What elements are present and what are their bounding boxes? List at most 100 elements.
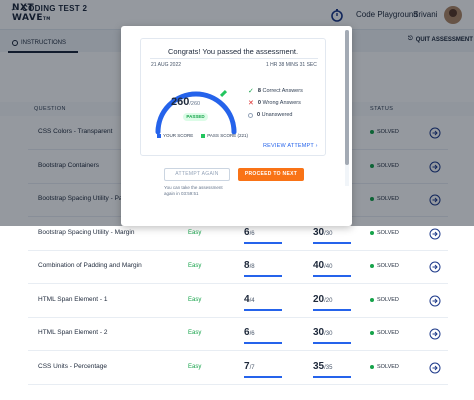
total-bar	[313, 275, 351, 277]
question-score: 7/7	[244, 356, 284, 378]
quit-assessment-button[interactable]: ⎋ QUIT ASSESSMENT	[408, 36, 473, 43]
question-name: HTML Span Element - 1	[38, 295, 108, 303]
column-status: STATUS	[370, 106, 394, 112]
total-bar	[313, 375, 351, 378]
status-badge: SOLVED	[370, 196, 399, 202]
arrow-right-circle-icon[interactable]	[429, 194, 441, 206]
check-icon: ✓	[248, 88, 254, 95]
correct-label: Correct Answers	[262, 88, 303, 94]
total-bar	[313, 241, 351, 244]
arrow-right-circle-icon[interactable]	[429, 261, 441, 273]
wrong-label: Wrong Answers	[262, 100, 301, 106]
status-dot-icon	[370, 364, 374, 369]
status-label: SOLVED	[377, 363, 399, 370]
total-max: /30	[324, 331, 333, 337]
correct-count: 8	[257, 88, 261, 94]
status-dot-icon	[370, 264, 374, 268]
table-row[interactable]: HTML Span Element - 1 Easy 4/4 20/20 SOLVED	[28, 285, 448, 318]
total-score: 30/30	[313, 322, 353, 344]
nxtwave-logo[interactable]: NXT WAVETM	[12, 3, 51, 27]
total-obtained: 40	[313, 260, 325, 271]
page-title: CODING TEST 2	[22, 4, 88, 13]
status-badge: SOLVED	[370, 364, 399, 370]
score-max: /8	[249, 264, 255, 270]
table-row[interactable]: Combination of Padding and Margin Easy 8/8…	[28, 251, 448, 284]
legend-your-score: YOUR SCORE	[157, 133, 193, 138]
arrow-right-circle-icon[interactable]	[429, 228, 441, 240]
gauge-fill	[155, 91, 237, 135]
modal-scrollbar-thumb[interactable]	[345, 30, 349, 165]
total-max: /20	[324, 297, 333, 304]
info-icon	[12, 40, 18, 46]
status-dot-icon	[370, 163, 374, 168]
status-badge: SOLVED	[370, 263, 399, 269]
chevron-right-icon: ›	[315, 143, 318, 149]
status-dot-icon	[370, 230, 374, 235]
total-max: /40	[324, 264, 333, 270]
pass-score-marker	[219, 89, 228, 98]
difficulty-label: Easy	[188, 296, 202, 303]
table-row[interactable]: CSS Units - Percentage Easy 7/7 35/35 SOLVED	[28, 352, 448, 385]
unanswered-count: 0	[257, 112, 261, 118]
arrow-right-circle-icon[interactable]	[429, 127, 441, 139]
code-playground-link[interactable]: Code Playground	[356, 10, 418, 19]
status-dot-icon	[370, 331, 374, 335]
cross-icon: ✕	[248, 100, 254, 107]
stat-wrong: ✕ 0 Wrong Answers	[248, 97, 303, 109]
column-question: QUESTION	[34, 106, 66, 112]
gauge-legend: YOUR SCORE PASS SCORE (221)	[157, 133, 248, 138]
tab-instructions-label: INSTRUCTIONS	[21, 40, 66, 46]
score-bar	[244, 308, 282, 311]
total-obtained: 20	[313, 293, 325, 305]
score-max: /6	[249, 331, 255, 337]
arrow-right-circle-icon[interactable]	[429, 328, 441, 340]
question-name: Bootstrap Spacing Utility - Margin	[38, 228, 135, 236]
status-badge: SOLVED	[370, 297, 399, 303]
attempt-date: 21 AUG 2022	[151, 62, 182, 68]
review-label: REVIEW ATTEMPT	[263, 143, 314, 149]
question-score: 4/4	[244, 289, 284, 311]
status-dot-icon	[370, 297, 374, 302]
proceed-to-next-button[interactable]: PROCEED TO NEXT	[238, 168, 304, 181]
total-obtained: 35	[313, 360, 325, 372]
total-score: 260/260	[171, 96, 200, 108]
back-button[interactable]: ← CODING TEST 2	[10, 4, 87, 13]
unanswered-label: Unanswered	[261, 112, 293, 118]
score-obtained: 6	[244, 226, 250, 238]
wrong-count: 0	[257, 100, 261, 106]
status-label: SOLVED	[377, 330, 399, 336]
score-obtained: 4	[244, 293, 250, 305]
table-row[interactable]: HTML Span Element - 2 Easy 6/6 30/30 SOLVED	[28, 318, 448, 351]
congrats-message: Congrats! You passed the assessment.	[167, 47, 299, 56]
result-card	[140, 38, 326, 156]
tab-instructions[interactable]: INSTRUCTIONS	[12, 40, 66, 46]
retake-line-1: You can take the assessment	[164, 185, 223, 190]
question-name: CSS Colors - Transparent	[38, 128, 113, 135]
arrow-right-circle-icon[interactable]	[429, 295, 441, 307]
question-name: HTML Span Element - 2	[38, 329, 108, 336]
score-bar	[244, 241, 282, 244]
review-attempt-link[interactable]: REVIEW ATTEMPT ›	[263, 143, 318, 149]
status-label: SOLVED	[377, 196, 399, 202]
user-name[interactable]: Srivani	[413, 10, 438, 19]
attempt-again-button[interactable]: ATTEMPT AGAIN	[164, 168, 230, 181]
logo-text-bottom: WAVETM	[12, 13, 51, 23]
score-bar	[244, 275, 282, 277]
retake-line-2: again in 03:59:51	[164, 191, 199, 196]
total-score: 35/35	[313, 356, 353, 378]
circle-icon	[248, 112, 253, 118]
score-bar	[244, 375, 282, 378]
question-score: 8/8	[244, 255, 284, 277]
status-label: SOLVED	[377, 129, 399, 135]
arrow-right-circle-icon[interactable]	[429, 362, 441, 374]
question-name: Bootstrap Containers	[38, 161, 100, 169]
arrow-left-icon: ←	[10, 4, 18, 13]
score-obtained: 7	[244, 360, 250, 372]
stopwatch-icon[interactable]	[330, 8, 344, 22]
avatar[interactable]	[444, 6, 462, 24]
status-dot-icon	[370, 130, 374, 134]
table-row[interactable]: Bootstrap Spacing Utility - Margin Easy 6/…	[28, 218, 448, 251]
legend-pass-score: PASS SCORE (221)	[201, 133, 248, 138]
status-label: SOLVED	[377, 263, 399, 269]
arrow-right-circle-icon[interactable]	[429, 161, 441, 173]
